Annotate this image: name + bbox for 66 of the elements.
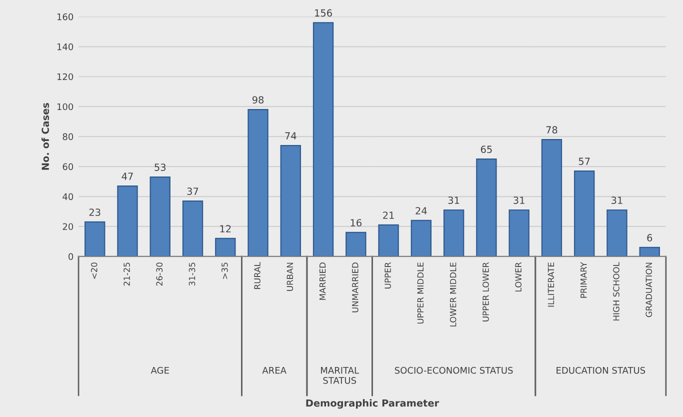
bar: [215, 238, 236, 256]
bar: [606, 209, 628, 256]
data-label: 16: [350, 219, 362, 226]
bar: [117, 185, 138, 256]
y-tick-label: 140: [57, 43, 74, 50]
x-tick-label: 26-30: [156, 262, 163, 286]
x-tick-label: ILLITERATE: [548, 262, 554, 307]
bar: [541, 139, 562, 256]
x-tick-label: URBAN: [286, 262, 294, 291]
data-label: 23: [89, 208, 100, 216]
x-tick-label: UPPER LOWER: [482, 262, 489, 322]
bar: [182, 200, 204, 256]
bar: [574, 170, 595, 256]
x-tick-label: PRIMARY: [580, 262, 587, 298]
data-label: 31: [514, 196, 524, 204]
x-tick-label: HIGH SCHOOL: [613, 262, 620, 320]
bar: [150, 176, 170, 256]
bar: [410, 220, 432, 256]
data-label: 21: [383, 212, 394, 219]
x-tick-label: UPPER MIDDLE: [417, 262, 424, 324]
bar: [84, 221, 106, 256]
x-tick-label: UNMARRIED: [352, 262, 358, 312]
x-tick-label: LOWER: [515, 262, 522, 292]
y-tick-label: 60: [62, 163, 74, 170]
x-tick-label: 21-25: [124, 262, 130, 286]
x-tick-label: UPPER: [384, 262, 391, 288]
x-tick-label: >35: [222, 262, 228, 279]
data-label: 98: [252, 96, 264, 104]
data-label: 74: [285, 132, 296, 140]
y-tick-label: 160: [57, 13, 74, 20]
data-label: 31: [448, 196, 460, 204]
y-tick-label: 100: [57, 103, 74, 110]
data-label: 24: [416, 207, 427, 214]
x-tick-label: GRADUATION: [646, 262, 652, 318]
y-tick-label: 20: [62, 223, 74, 230]
x-axis-title: SOCIO-ECONOMIC STATUS: [394, 366, 513, 374]
x-tick-label: MARRIED: [320, 262, 326, 300]
x-tick-label: 31-35: [188, 262, 196, 286]
y-tick-label: 0: [68, 253, 74, 260]
data-label: 57: [578, 158, 590, 165]
x-tick-label: RURAL: [254, 262, 260, 289]
bar: [443, 209, 464, 256]
bar: [508, 209, 530, 256]
bar: [476, 158, 497, 256]
data-label: 47: [122, 172, 133, 180]
data-label: 12: [220, 225, 231, 232]
text: Demographic Parameter: [306, 399, 440, 409]
data-label: 53: [154, 164, 166, 171]
bar: [378, 224, 399, 256]
x-axis-title: EDUCATION STATUS: [556, 366, 646, 374]
y-axis-title: No. of Cases: [41, 103, 50, 170]
y-tick-label: 120: [57, 73, 74, 80]
y-tick-label: 40: [62, 193, 74, 200]
data-label: 37: [187, 188, 198, 195]
x-axis-title: AGE: [150, 366, 169, 374]
y-tick-label: 80: [62, 133, 74, 140]
data-label: 156: [315, 9, 332, 17]
data-label: 65: [480, 146, 492, 153]
x-axis-title: AREA: [262, 367, 286, 374]
data-label: 78: [546, 126, 558, 134]
data-label: 6: [647, 234, 652, 242]
x-tick-label: LOWER MIDDLE: [450, 262, 456, 326]
x-axis-title: MARITAL STATUS: [321, 367, 360, 384]
data-label: 31: [612, 196, 622, 204]
bar: [639, 246, 660, 256]
x-tick-label: <20: [90, 262, 98, 279]
